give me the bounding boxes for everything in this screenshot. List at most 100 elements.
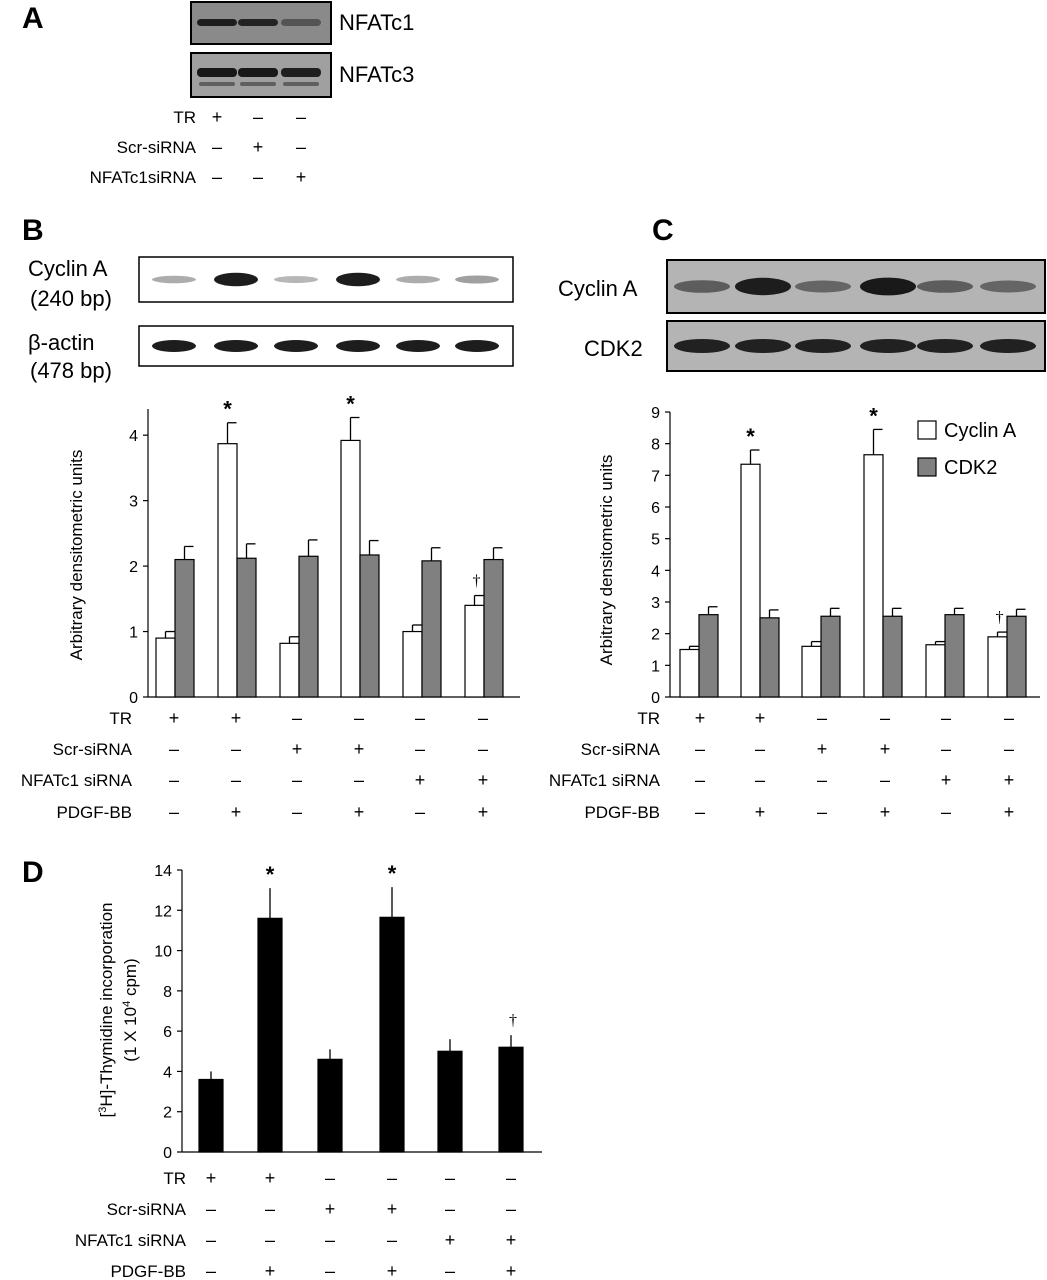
blot-band <box>336 272 380 287</box>
bar <box>483 558 504 698</box>
treatment-mark: + <box>880 739 891 759</box>
blot-label-beta-actin: β-actin <box>28 330 94 355</box>
treatment-mark: + <box>941 770 952 790</box>
treatment-mark: – <box>206 1199 216 1219</box>
treatment-label: Scr-siRNA <box>117 138 197 157</box>
blot-band <box>336 340 380 352</box>
panel-c-blots <box>666 259 1046 372</box>
y-tick-label: 1 <box>129 625 138 642</box>
blot-band <box>281 68 321 77</box>
treatment-mark: – <box>325 1261 335 1280</box>
treatment-mark: – <box>325 1168 335 1188</box>
y-tick-label: 8 <box>163 984 172 1001</box>
bar <box>174 558 195 698</box>
bar <box>421 560 442 698</box>
bar <box>217 443 238 698</box>
treatment-mark: + <box>506 1230 517 1250</box>
treatment-mark: – <box>169 802 179 822</box>
y-tick-label: 3 <box>129 494 138 511</box>
bar <box>340 439 361 698</box>
significance-star: * <box>746 424 755 449</box>
blot-label-cyclin-a-b: Cyclin A <box>28 256 108 281</box>
chart-c-ylabel: Arbitrary densitometric units <box>597 455 616 666</box>
blot-band <box>281 19 321 26</box>
treatment-mark: + <box>169 708 180 728</box>
blot-band <box>238 19 278 26</box>
y-tick-label: 4 <box>651 563 660 580</box>
bar <box>863 454 884 698</box>
blot-band <box>860 339 916 353</box>
blot-band <box>980 280 1036 293</box>
treatment-mark: + <box>292 739 303 759</box>
blot-band-lower <box>240 82 276 86</box>
treatment-label: Scr-siRNA <box>107 1200 187 1219</box>
treatment-label: TR <box>163 1169 186 1188</box>
bar <box>198 1078 224 1153</box>
treatment-label: TR <box>109 709 132 728</box>
bar <box>987 636 1008 698</box>
treatment-mark: – <box>169 739 179 759</box>
blot-band <box>455 275 499 284</box>
treatment-mark: + <box>354 802 365 822</box>
treatment-mark: – <box>415 739 425 759</box>
y-tick-label: 4 <box>163 1064 172 1081</box>
treatment-mark: + <box>231 708 242 728</box>
blot-label-beta-actin-bp: (478 bp) <box>30 358 112 383</box>
treatment-label: PDGF-BB <box>584 803 660 822</box>
blot-band <box>674 339 730 353</box>
y-tick-label: 7 <box>651 468 660 485</box>
treatment-mark: – <box>206 1261 216 1280</box>
significance-star: * <box>266 862 275 887</box>
legend-label-cdk2: CDK2 <box>944 457 997 479</box>
blot-frame <box>138 325 514 367</box>
significance-star: * <box>346 392 355 417</box>
blot-band <box>152 275 196 284</box>
treatment-mark: – <box>206 1230 216 1250</box>
y-tick-label: 1 <box>651 658 660 675</box>
y-tick-label: 6 <box>163 1024 172 1041</box>
treatment-mark: – <box>880 708 890 728</box>
panel-a-treatments: TR + – –Scr-siRNA – + –NFATc1siRNA – – + <box>90 107 307 187</box>
blot-band <box>238 68 278 77</box>
y-tick-label: 6 <box>651 500 660 517</box>
bar <box>820 615 841 698</box>
blot-band <box>917 339 973 353</box>
treatment-mark: + <box>206 1168 217 1188</box>
blot-label-nfatc1: NFATc1 <box>339 10 414 35</box>
bar <box>257 917 283 1153</box>
treatment-mark: – <box>941 739 951 759</box>
panel-d-letter: D <box>22 856 44 889</box>
treatment-mark: + <box>415 770 426 790</box>
bar <box>402 630 423 698</box>
bar <box>925 644 946 698</box>
bar <box>437 1050 463 1153</box>
treatment-mark: – <box>253 107 263 127</box>
blot-band <box>795 339 851 353</box>
treatment-mark: + <box>387 1199 398 1219</box>
y-tick-label: 2 <box>651 627 660 644</box>
blot-band <box>152 340 196 352</box>
bar <box>298 555 319 698</box>
treatment-mark: – <box>212 167 222 187</box>
treatment-mark: – <box>445 1168 455 1188</box>
blot-band <box>735 339 791 353</box>
treatment-mark: + <box>253 137 264 157</box>
treatment-mark: – <box>292 770 302 790</box>
blot-label-cyclin-a-c: Cyclin A <box>558 276 638 301</box>
treatment-mark: – <box>212 137 222 157</box>
treatment-mark: + <box>354 739 365 759</box>
blot-band <box>980 339 1036 353</box>
bar <box>801 645 822 698</box>
treatment-label: NFATc1 siRNA <box>549 771 661 790</box>
legend-swatch-cdk2 <box>917 457 937 477</box>
blot-band <box>396 340 440 352</box>
blot-band <box>274 276 318 283</box>
panel-b-blots <box>138 256 514 367</box>
chart-b-ylabel: Arbitrary densitometric units <box>67 450 86 661</box>
treatment-mark: – <box>265 1230 275 1250</box>
treatment-mark: + <box>445 1230 456 1250</box>
bar <box>882 615 903 698</box>
treatment-mark: – <box>755 739 765 759</box>
treatment-label: PDGF-BB <box>110 1262 186 1280</box>
